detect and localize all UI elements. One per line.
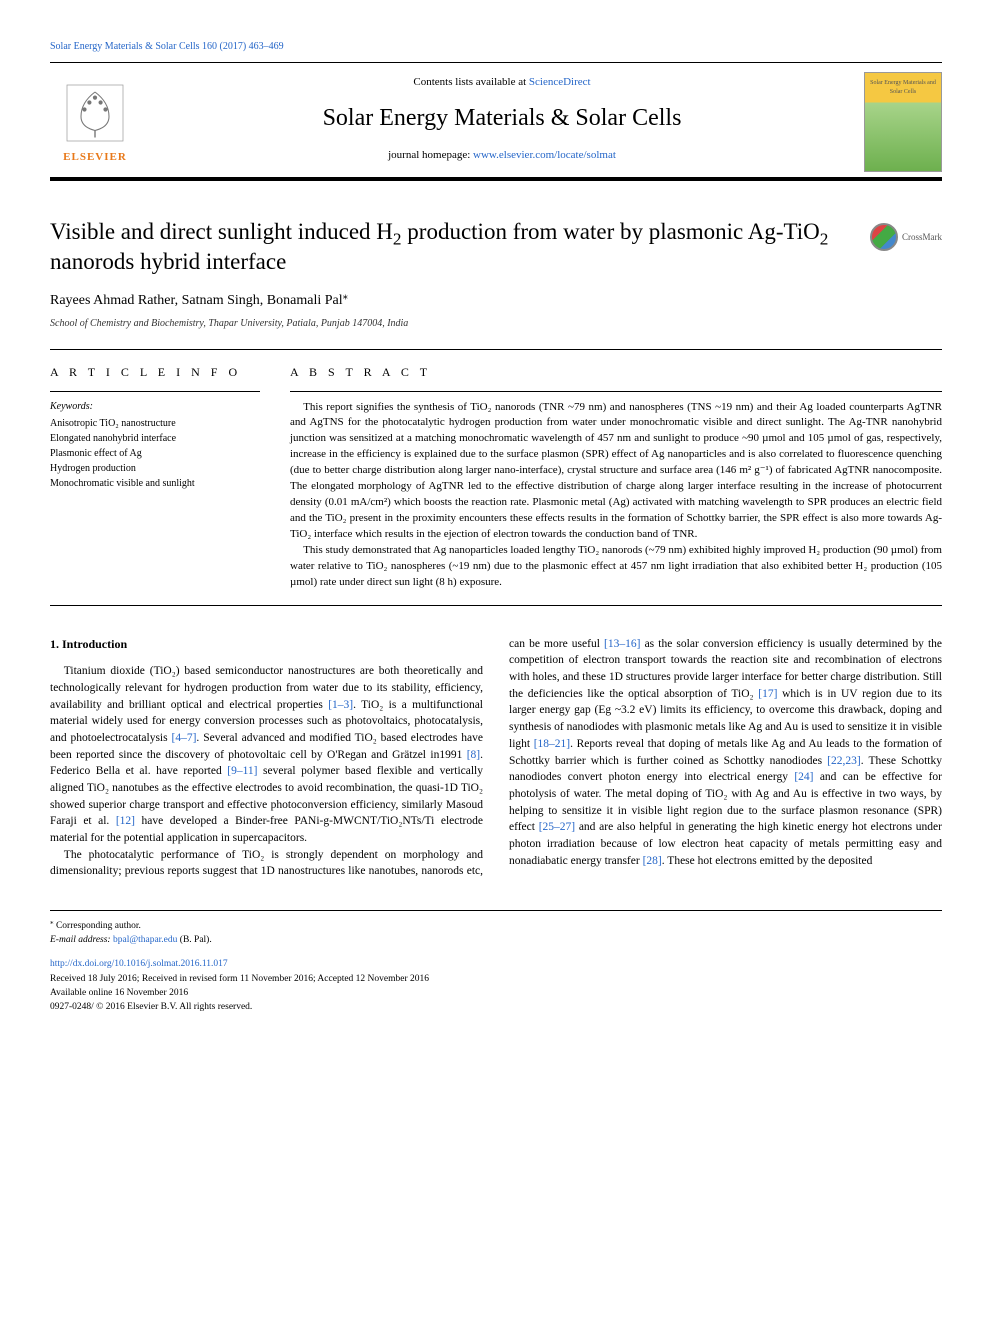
keyword-item: Elongated nanohybrid interface [50,431,260,446]
ref-link[interactable]: [4–7] [172,732,197,744]
intro-heading: 1. Introduction [50,636,483,653]
footer: ⁎ Corresponding author. E-mail address: … [50,910,942,1015]
authors-line: Rayees Ahmad Rather, Satnam Singh, Bonam… [50,291,942,311]
abstract-para-2: This study demonstrated that Ag nanopart… [290,543,942,591]
banner-center: Contents lists available at ScienceDirec… [140,67,864,177]
homepage-link[interactable]: www.elsevier.com/locate/solmat [473,149,616,161]
keyword-item: Monochromatic visible and sunlight [50,476,260,491]
copyright-line: 0927-0248/ © 2016 Elsevier B.V. All righ… [50,1000,942,1014]
title-sub2: 2 [820,230,829,249]
journal-cover-thumb: Solar Energy Materials and Solar Cells [864,72,942,172]
email-name: (B. Pal). [177,935,211,945]
article-title: Visible and direct sunlight induced H2 p… [50,217,850,277]
corresponding-note: ⁎ Corresponding author. [50,919,942,933]
crossmark-label: CrossMark [902,231,942,244]
t: . These hot electrons emitted by the dep… [662,855,873,867]
keywords-label: Keywords: [50,400,260,414]
doi-link[interactable]: http://dx.doi.org/10.1016/j.solmat.2016.… [50,959,228,969]
elsevier-tree-icon [60,78,130,148]
title-p1: Visible and direct sunlight induced H [50,219,393,244]
ref-link[interactable]: [25–27] [539,821,575,833]
ref-link[interactable]: [24] [794,771,813,783]
ref-link[interactable]: [28] [643,855,662,867]
sciencedirect-link[interactable]: ScienceDirect [529,76,591,88]
keywords-list: Anisotropic TiO₂ nanostructure Elongated… [50,416,260,491]
corresponding-marker: ⁎ [343,291,348,302]
abstract-column: A B S T R A C T This report signifies th… [290,364,942,591]
corr-marker: ⁎ [50,918,54,926]
email-line: E-mail address: bpal@thapar.edu (B. Pal)… [50,933,942,947]
ref-link[interactable]: [18–21] [534,738,570,750]
ref-link[interactable]: [22,23] [827,755,861,767]
abstract-text: This report signifies the synthesis of T… [290,391,942,591]
corr-text: Corresponding author. [56,921,141,931]
article-info-heading: A R T I C L E I N F O [50,364,260,381]
intro-para-1: Titanium dioxide (TiO₂) based semiconduc… [50,663,483,846]
ref-link[interactable]: [1–3] [328,699,353,711]
title-p2: production from water by plasmonic Ag-Ti… [402,219,820,244]
body-two-column: 1. Introduction Titanium dioxide (TiO₂) … [50,636,942,880]
elsevier-label: ELSEVIER [63,150,127,165]
crossmark-badge[interactable]: CrossMark [870,223,942,251]
keyword-item: Hydrogen production [50,461,260,476]
available-line: Available online 16 November 2016 [50,986,942,1000]
crossmark-icon [870,223,898,251]
ref-link[interactable]: [9–11] [227,765,257,777]
info-abstract-row: A R T I C L E I N F O Keywords: Anisotro… [50,349,942,606]
authors-text: Rayees Ahmad Rather, Satnam Singh, Bonam… [50,293,343,308]
ref-link[interactable]: [8] [467,749,480,761]
abstract-heading: A B S T R A C T [290,364,942,381]
homepage-prefix: journal homepage: [388,149,473,161]
affiliation: School of Chemistry and Biochemistry, Th… [50,317,942,331]
header-banner: ELSEVIER Contents lists available at Sci… [50,62,942,181]
title-row: Visible and direct sunlight induced H2 p… [50,217,942,277]
ref-link[interactable]: [17] [758,688,777,700]
email-link[interactable]: bpal@thapar.edu [113,935,177,945]
article-info-column: A R T I C L E I N F O Keywords: Anisotro… [50,364,260,591]
keyword-item: Plasmonic effect of Ag [50,446,260,461]
title-sub1: 2 [393,230,402,249]
contents-line: Contents lists available at ScienceDirec… [140,75,864,90]
email-label: E-mail address: [50,935,113,945]
abstract-para-1: This report signifies the synthesis of T… [290,400,942,543]
elsevier-logo: ELSEVIER [50,72,140,172]
title-p3: nanorods hybrid interface [50,249,286,274]
contents-prefix: Contents lists available at [413,76,528,88]
ref-link[interactable]: [13–16] [604,638,640,650]
homepage-line: journal homepage: www.elsevier.com/locat… [140,148,864,163]
ref-link[interactable]: [12] [116,815,135,827]
cover-text: Solar Energy Materials and Solar Cells [870,80,936,94]
keyword-item: Anisotropic TiO₂ nanostructure [50,416,260,431]
received-line: Received 18 July 2016; Received in revis… [50,972,942,986]
journal-name: Solar Energy Materials & Solar Cells [140,102,864,136]
top-citation: Solar Energy Materials & Solar Cells 160… [50,40,942,54]
